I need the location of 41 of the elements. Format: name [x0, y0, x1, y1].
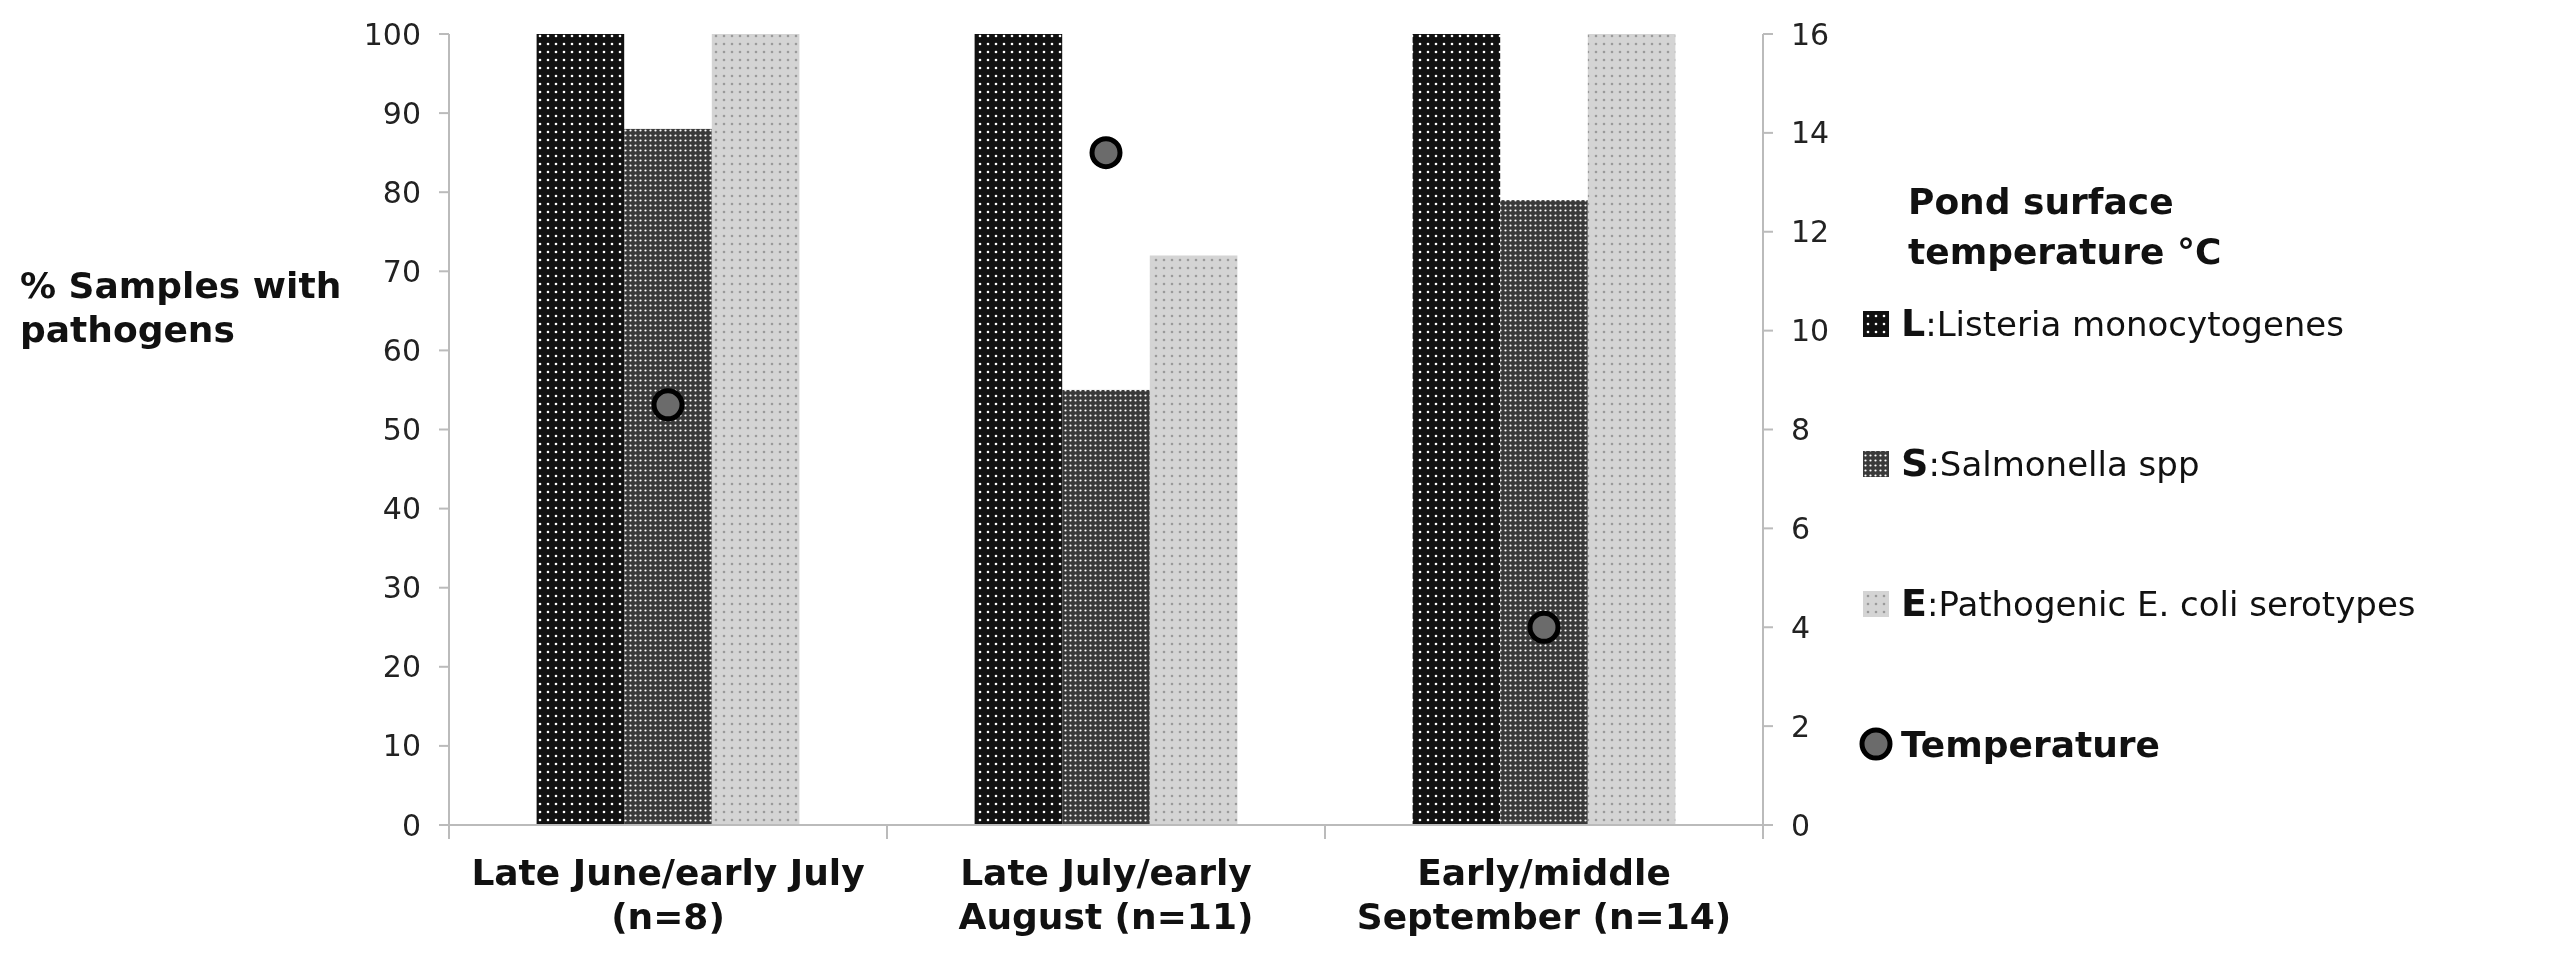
y2-tick-label: 14: [1791, 115, 1830, 151]
bar: [711, 34, 800, 825]
point: [651, 388, 685, 422]
x-tick-label: Late July/early August (n=11): [958, 852, 1254, 937]
legend-label: L:Listeria monocytogenes: [1901, 300, 2344, 345]
y-tick-label: 50: [382, 412, 421, 447]
bar: [1412, 34, 1501, 825]
y-tick-label: 0: [401, 807, 421, 843]
bar: [624, 128, 712, 825]
y2-tick-label: 8: [1791, 412, 1811, 447]
y2-tick-label: 4: [1791, 609, 1811, 645]
y-tick-label: 80: [382, 174, 421, 210]
y-tick-label: 60: [382, 332, 421, 368]
bar: [1149, 255, 1238, 825]
point: [1527, 610, 1561, 644]
bar: [1500, 200, 1588, 825]
y2-tick-label: 6: [1791, 510, 1811, 546]
bar: [1062, 389, 1150, 825]
y2-axis-title: Pond surface temperature °C: [1908, 181, 2222, 272]
x-tick-label: Early/middle September (n=14): [1356, 852, 1732, 937]
y2-tick-label: 12: [1791, 214, 1830, 250]
y2-tick-label: 0: [1791, 807, 1811, 843]
y-tick-label: 70: [382, 253, 421, 289]
y-tick-label: 40: [382, 491, 421, 527]
y-tick-label: 100: [363, 16, 421, 52]
y-tick-label: 90: [382, 95, 421, 131]
bar: [974, 34, 1063, 825]
legend-label: S:Salmonella spp: [1901, 440, 2200, 485]
y2-tick-label: 16: [1791, 16, 1830, 52]
bar: [536, 34, 625, 825]
y2-tick-label: 2: [1791, 708, 1811, 744]
bar: [1587, 34, 1676, 825]
y-tick-label: 10: [382, 728, 421, 764]
legend-label: Temperature: [1901, 723, 2160, 765]
y-tick-label: 30: [382, 570, 421, 606]
legend-label: E:Pathogenic E. coli serotypes: [1901, 580, 2416, 625]
point: [1089, 136, 1123, 170]
y-axis-title: % Samples with pathogens: [20, 265, 342, 350]
y-tick-label: 20: [382, 649, 421, 685]
y2-tick-label: 10: [1791, 313, 1830, 349]
x-tick-label: Late June/early July (n=8): [471, 852, 865, 937]
